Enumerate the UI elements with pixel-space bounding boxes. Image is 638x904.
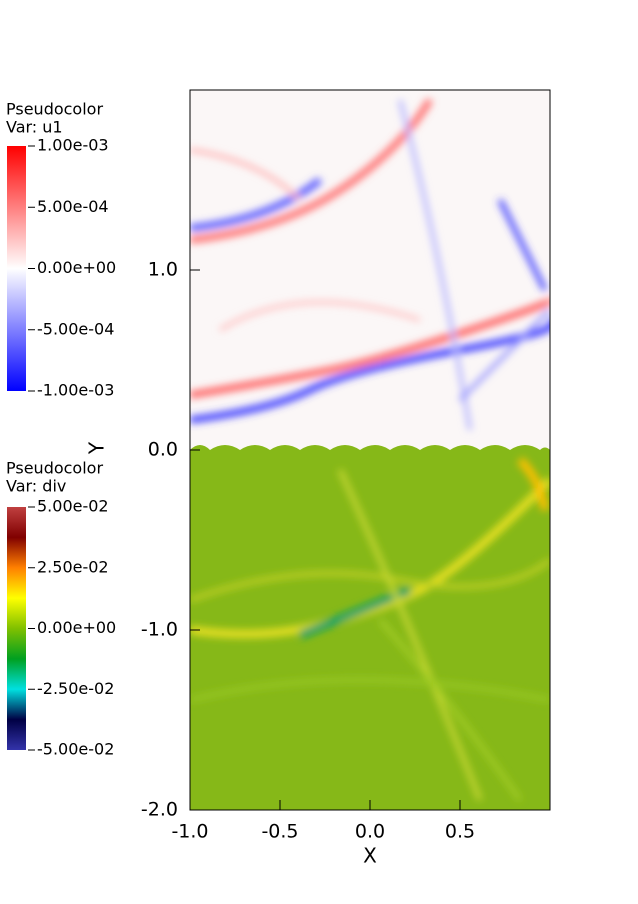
y-tick-label: 1.0 — [148, 259, 178, 281]
x-tick-label: 0.5 — [445, 821, 475, 843]
colorbar-title: Pseudocolor — [6, 459, 103, 478]
field-image — [190, 90, 550, 810]
x-tick-label: -0.5 — [261, 821, 298, 843]
x-tick-label: -1.0 — [171, 821, 208, 843]
x-tick-label: 0.0 — [355, 821, 385, 843]
colorbar-tick-label: -5.00e-02 — [37, 740, 114, 759]
colorbar — [7, 146, 26, 391]
y-tick-label: -2.0 — [141, 799, 178, 821]
colorbar-title: Pseudocolor — [6, 100, 103, 119]
y-tick-label: 0.0 — [148, 439, 178, 461]
colorbar-tick-label: 2.50e-02 — [37, 557, 109, 576]
colorbar-tick-label: 0.00e+00 — [37, 618, 116, 637]
colorbar-tick-label: -1.00e-03 — [37, 381, 114, 400]
colorbar-tick-label: -5.00e-04 — [37, 319, 114, 338]
x-axis-label: X — [363, 844, 377, 868]
colorbar-tick-label: 0.00e+00 — [37, 258, 116, 277]
colorbar-variable: Var: div — [6, 477, 66, 496]
y-tick-label: -1.0 — [141, 619, 178, 641]
colorbar-tick-label: 5.00e-02 — [37, 497, 109, 516]
colorbar-variable: Var: u1 — [6, 118, 63, 137]
colorbar-tick-label: 5.00e-04 — [37, 197, 109, 216]
colorbar — [7, 507, 26, 750]
colorbar-tick-label: 1.00e-03 — [37, 136, 109, 155]
y-axis-label: Y — [85, 441, 109, 455]
colorbar-tick-label: -2.50e-02 — [37, 679, 114, 698]
